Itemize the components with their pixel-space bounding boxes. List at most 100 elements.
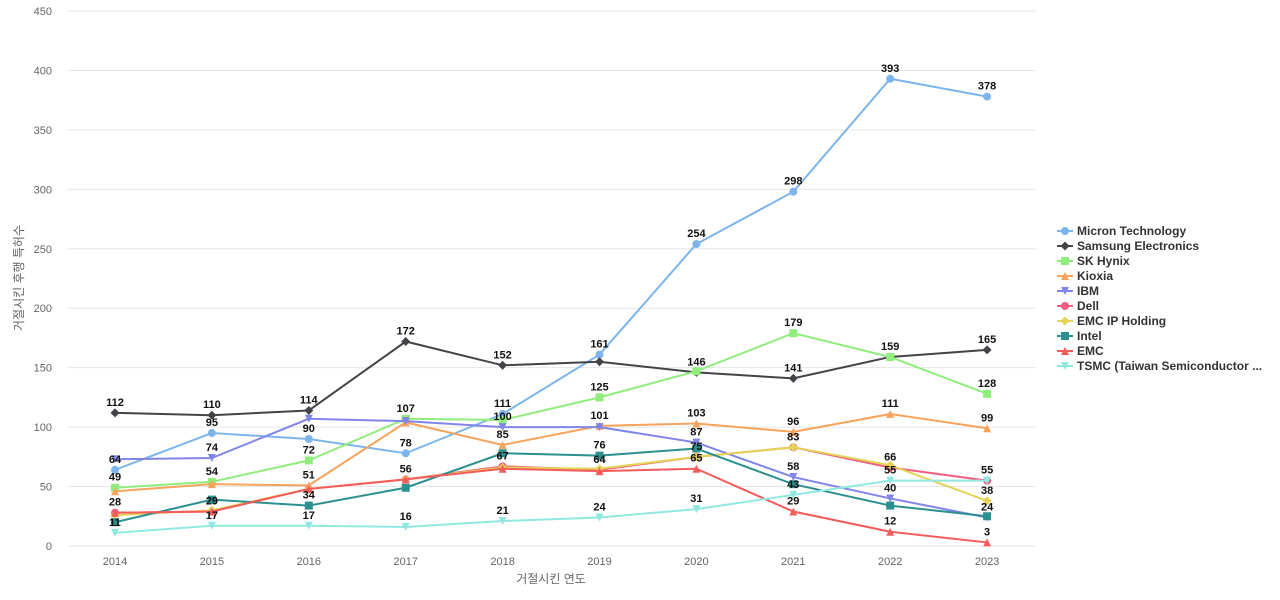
data-label: 165 [978, 334, 996, 346]
data-point [207, 480, 216, 489]
data-point [304, 521, 313, 530]
data-point [401, 417, 410, 426]
series-kioxia [111, 410, 992, 496]
data-point [692, 240, 701, 249]
data-point [498, 517, 507, 526]
data-point [304, 456, 313, 465]
data-point [111, 518, 119, 527]
y-axis-title: 거절시킨 후행 특허수 [11, 225, 26, 331]
data-label: 24 [981, 501, 994, 513]
x-tick-label: 2016 [297, 556, 321, 568]
legend-marker [1061, 362, 1069, 370]
data-point [595, 513, 604, 522]
data-point [498, 449, 507, 458]
series-line [114, 332, 988, 489]
x-tick-label: 2020 [684, 556, 708, 568]
series-line [114, 340, 988, 417]
data-point [111, 465, 119, 474]
legend-item[interactable]: Kioxia [1057, 269, 1113, 283]
data-point [886, 410, 895, 419]
data-label: 101 [590, 410, 608, 422]
data-point [595, 357, 604, 367]
data-point [111, 508, 119, 517]
data-label: 54 [206, 466, 219, 478]
data-label: 100 [493, 411, 511, 423]
data-point [304, 435, 313, 443]
data-point [207, 507, 216, 516]
series-line [114, 467, 988, 544]
legend-label: Intel [1077, 329, 1102, 343]
legend-marker [1060, 316, 1070, 326]
data-point [401, 475, 410, 484]
data-label: 112 [106, 397, 124, 409]
legend-item[interactable]: EMC [1057, 344, 1104, 358]
legend-item[interactable]: IBM [1057, 284, 1099, 298]
legend-label: IBM [1077, 284, 1099, 298]
data-labels: 112 64 49 28 11 110 95 74 54 29 17 114 90 72 51 34 17 172… [106, 63, 996, 539]
data-label: 16 [400, 511, 412, 523]
legend-item[interactable]: EMC IP Holding [1057, 314, 1166, 328]
data-label: 125 [590, 381, 608, 393]
legend-label: EMC IP Holding [1077, 314, 1166, 328]
data-point [595, 393, 604, 402]
data-point [788, 373, 798, 383]
data-label: 95 [206, 417, 218, 429]
data-label: 76 [593, 440, 605, 452]
data-point [207, 454, 216, 463]
data-point [595, 350, 604, 359]
data-point [789, 490, 798, 499]
x-tick-label: 2015 [200, 556, 224, 568]
x-tick-label: 2014 [103, 556, 127, 568]
data-point [691, 452, 701, 462]
legend-item[interactable]: Dell [1057, 299, 1099, 313]
legend-marker [1061, 287, 1069, 295]
series-micron-technology [111, 74, 992, 474]
y-tick-label: 50 [40, 482, 52, 494]
data-label: 66 [884, 452, 896, 464]
legend-item[interactable]: SK Hynix [1057, 254, 1130, 268]
legend-marker [1061, 227, 1069, 235]
x-tick-label: 2022 [878, 556, 902, 568]
data-label: 179 [784, 317, 802, 329]
data-point [886, 494, 895, 503]
data-label: 21 [496, 505, 508, 517]
data-point [304, 405, 314, 415]
series-tsmc-taiwan-semiconductor [111, 476, 992, 537]
legend-label: Kioxia [1077, 269, 1113, 283]
legend-label: Dell [1077, 299, 1099, 313]
data-point [886, 501, 895, 510]
data-label: 146 [687, 356, 705, 368]
data-point [692, 505, 701, 514]
data-point [595, 451, 604, 460]
legend-item[interactable]: Intel [1057, 329, 1102, 343]
data-point [498, 464, 507, 473]
data-label: 172 [397, 326, 415, 338]
y-tick-label: 0 [46, 541, 52, 553]
legend-item[interactable]: TSMC (Taiwan Semiconductor ... [1057, 359, 1262, 373]
legend-item[interactable]: Samsung Electronics [1057, 239, 1199, 253]
data-point [401, 337, 411, 347]
data-label: 298 [784, 176, 802, 188]
data-label: 152 [493, 349, 511, 361]
data-label: 74 [206, 442, 219, 454]
data-point [886, 476, 895, 485]
data-point [401, 483, 410, 492]
y-tick-label: 200 [34, 303, 52, 315]
data-label: 87 [690, 427, 702, 439]
legend-item[interactable]: Micron Technology [1057, 224, 1186, 238]
data-point [788, 442, 798, 452]
legend-label: Samsung Electronics [1077, 239, 1199, 253]
data-point [498, 440, 507, 449]
data-point [789, 507, 798, 516]
data-point [982, 345, 992, 355]
data-label: 254 [687, 228, 706, 240]
data-point [692, 464, 701, 473]
legend-label: SK Hynix [1077, 254, 1130, 268]
data-label: 378 [978, 81, 996, 93]
data-point [789, 480, 798, 489]
data-point [304, 414, 313, 423]
data-label: 111 [882, 398, 899, 410]
series-intel [111, 444, 992, 527]
legend-label: Micron Technology [1077, 224, 1186, 238]
